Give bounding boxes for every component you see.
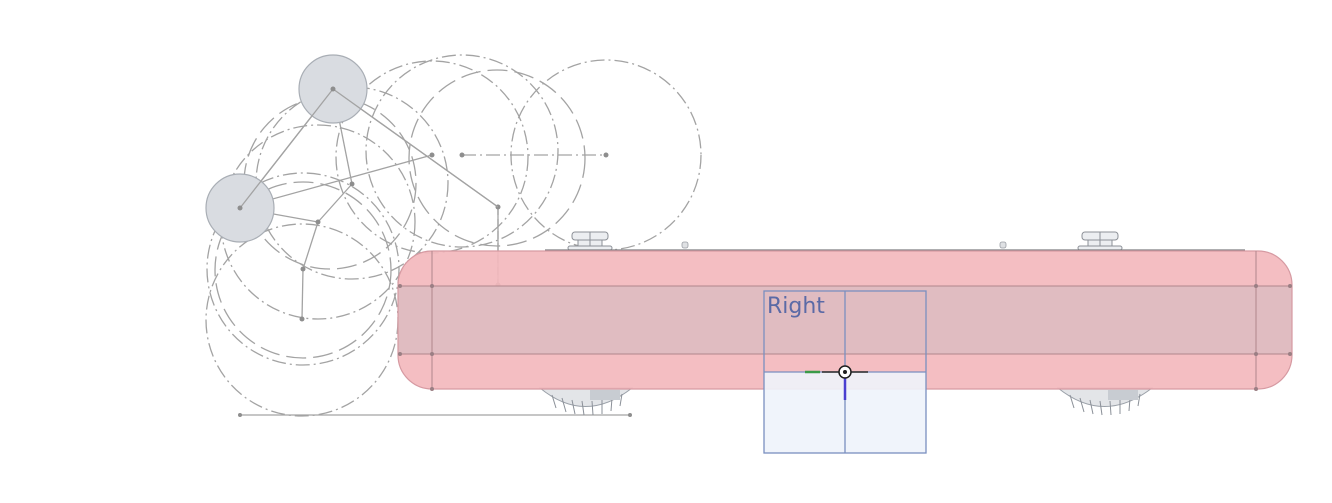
sensor-mount-rear[interactable] bbox=[1077, 231, 1123, 251]
sketch-point[interactable] bbox=[299, 316, 305, 322]
top-bumps bbox=[681, 241, 1007, 249]
dashed-circle[interactable] bbox=[243, 96, 417, 270]
sketch-point[interactable] bbox=[628, 413, 632, 417]
sensor-mount-front[interactable] bbox=[567, 231, 613, 251]
pivot-discs[interactable] bbox=[205, 54, 499, 243]
dashed-circle[interactable] bbox=[408, 69, 586, 247]
sketch-point[interactable] bbox=[349, 181, 355, 187]
dashed-circle[interactable] bbox=[214, 181, 392, 359]
wheel-front[interactable] bbox=[538, 387, 634, 416]
construction-circle[interactable] bbox=[365, 54, 559, 248]
sketch-point[interactable] bbox=[459, 152, 465, 158]
sketch-point[interactable] bbox=[238, 413, 242, 417]
sketch-point[interactable] bbox=[300, 266, 306, 272]
sketch-line[interactable] bbox=[317, 183, 353, 223]
sketch-point[interactable] bbox=[429, 152, 435, 158]
sketch-point[interactable] bbox=[315, 219, 321, 225]
construction-circle[interactable] bbox=[206, 172, 400, 366]
plane-label[interactable]: Right bbox=[767, 294, 825, 319]
sketch-point[interactable] bbox=[603, 152, 609, 158]
construction-circle[interactable] bbox=[220, 124, 416, 320]
sketch-line[interactable] bbox=[302, 221, 319, 270]
origin-triad-icon[interactable] bbox=[805, 365, 868, 400]
sketch-line[interactable] bbox=[301, 268, 304, 320]
wheel-rear[interactable] bbox=[1056, 387, 1154, 416]
